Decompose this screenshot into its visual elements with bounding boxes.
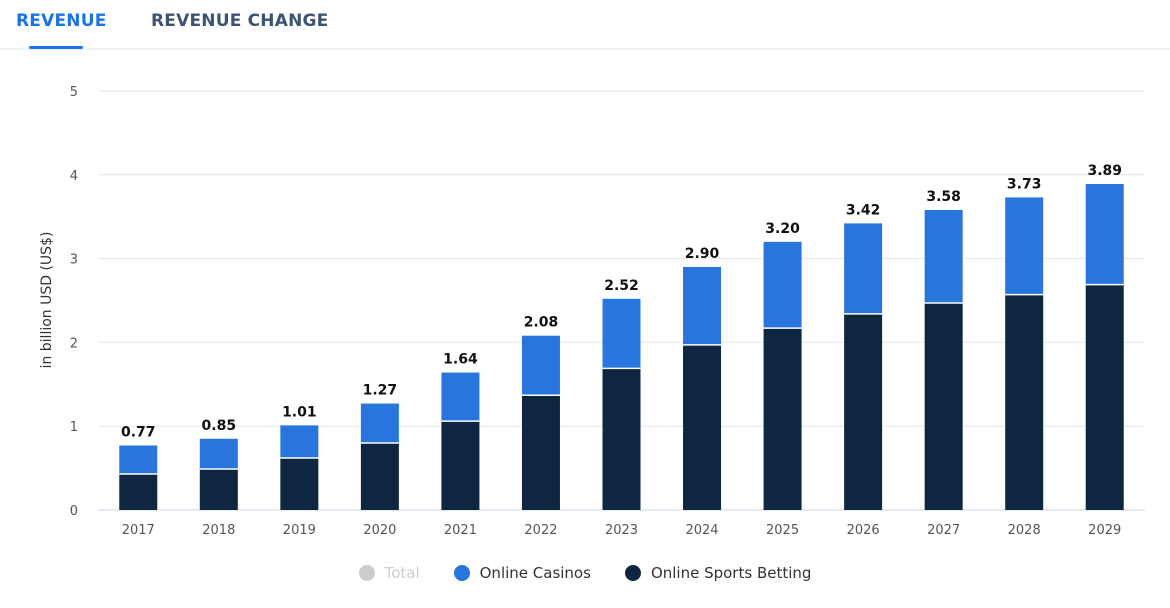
bar-online-casinos [521,335,560,396]
tab-revenue-change[interactable]: REVENUE CHANGE [151,11,329,31]
legend-label: Online Casinos [479,564,591,582]
bar-online-casinos [844,223,883,314]
bar-online-sports-betting [683,344,722,510]
tab-bar: REVENUE REVENUE CHANGE [0,0,1170,50]
x-tick-label: 2021 [444,523,477,538]
bar-online-sports-betting [844,313,883,510]
bar-online-casinos [360,403,399,443]
x-tick-label: 2022 [524,523,557,538]
bar-online-sports-betting [441,421,480,510]
data-label-total: 3.73 [1007,176,1042,192]
data-label-total: 0.77 [121,424,156,440]
bar-online-casinos [924,209,963,304]
bar-online-casinos [1005,197,1044,295]
bar-online-casinos [119,445,158,474]
y-tick-label: 4 [70,169,78,184]
bar-online-casinos [280,425,319,459]
bar-online-sports-betting [1085,284,1124,510]
data-label-total: 3.58 [926,189,961,205]
legend-label: Total [384,564,420,582]
data-label-total: 1.64 [443,352,478,368]
data-label-total: 1.27 [363,383,398,399]
legend-label: Online Sports Betting [650,564,812,582]
y-tick-label: 2 [70,336,78,351]
legend-item-online-sports-betting[interactable]: Online Sports Betting [624,564,812,582]
x-tick-label: 2024 [685,523,718,538]
y-tick-label: 0 [70,504,78,519]
bar-online-sports-betting [521,395,560,510]
bar-online-sports-betting [763,328,802,510]
y-tick-label: 5 [70,85,78,100]
data-label-total: 0.85 [202,418,237,434]
bar-online-sports-betting [119,473,158,510]
data-label-total: 3.89 [1087,163,1122,179]
y-tick-label: 1 [70,420,78,435]
legend-dot-total [358,565,375,581]
bar-online-sports-betting [280,458,319,510]
y-axis-label: in billion USD (US$) [39,232,55,369]
x-tick-label: 2027 [927,523,960,538]
legend-dot-sports-betting [624,565,641,581]
legend-dot-casinos [453,565,470,581]
data-label-total: 2.90 [685,246,720,262]
bar-online-sports-betting [924,303,963,510]
data-label-total: 2.52 [604,278,639,294]
data-label-total: 3.20 [765,221,800,237]
bar-online-casinos [441,372,480,422]
x-tick-label: 2018 [202,523,235,538]
data-label-total: 3.42 [846,202,881,218]
bar-online-sports-betting [1005,294,1044,510]
y-tick-label: 3 [70,253,78,268]
bar-online-casinos [1085,184,1124,285]
legend-item-total[interactable]: Total [358,564,420,582]
active-tab-indicator [29,46,83,49]
bar-online-casinos [683,266,722,345]
bar-online-casinos [199,438,238,469]
x-tick-label: 2025 [766,523,799,538]
bar-online-sports-betting [360,442,399,510]
x-tick-label: 2023 [605,523,638,538]
data-label-total: 1.01 [282,404,317,420]
bar-online-sports-betting [199,468,238,510]
x-tick-label: 2029 [1088,523,1121,538]
x-tick-label: 2020 [363,523,396,538]
x-tick-label: 2019 [283,523,316,538]
bar-online-casinos [602,298,641,369]
tab-revenue[interactable]: REVENUE [16,11,107,31]
data-label-total: 2.08 [524,315,559,331]
bar-online-casinos [763,241,802,329]
x-tick-label: 2017 [122,523,155,538]
legend-item-online-casinos[interactable]: Online Casinos [453,564,591,582]
x-tick-label: 2028 [1008,523,1041,538]
legend: Total Online Casinos Online Sports Betti… [0,564,1170,582]
bar-online-sports-betting [602,368,641,510]
x-tick-label: 2026 [847,523,880,538]
